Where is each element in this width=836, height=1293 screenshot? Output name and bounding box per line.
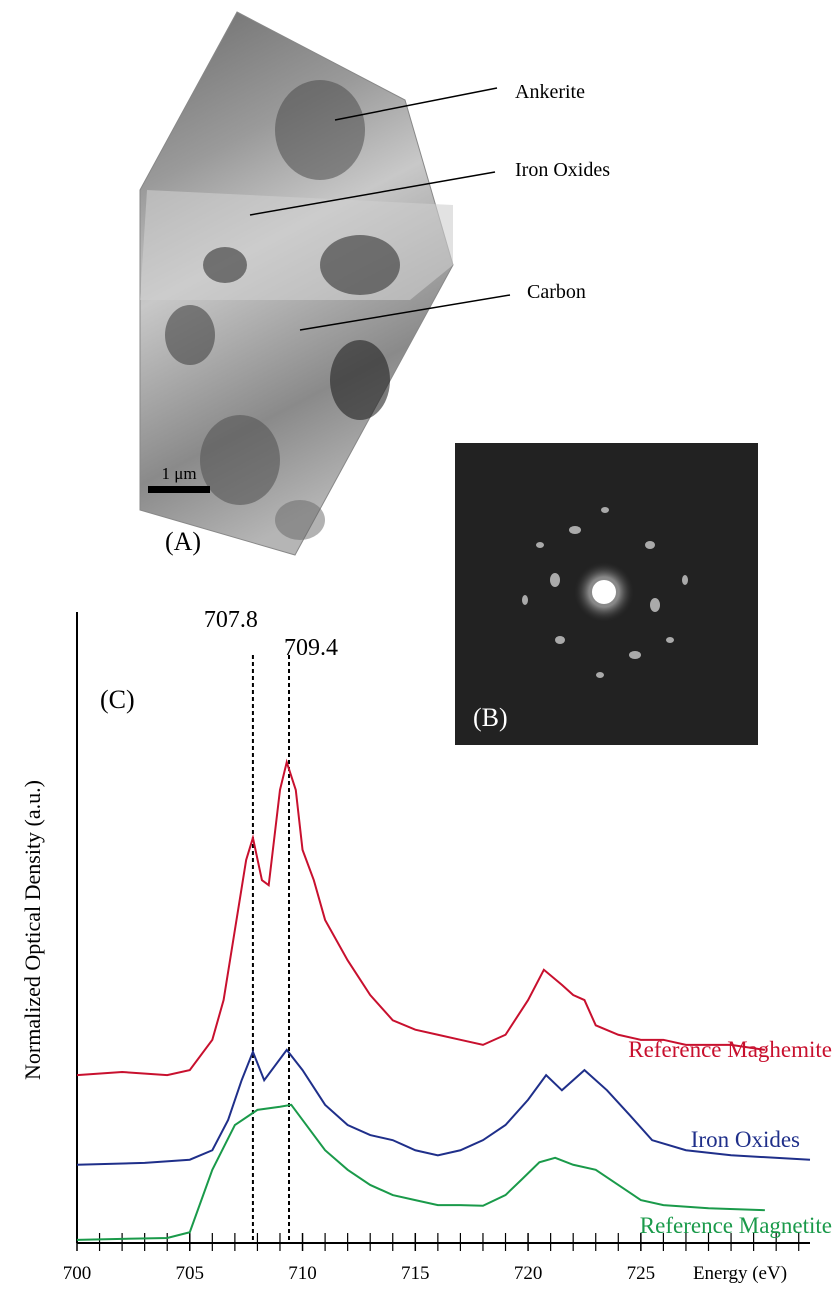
reference-line-label: 707.8 — [204, 607, 258, 633]
series-line — [76, 1103, 765, 1241]
series-label: Iron Oxides — [691, 1127, 800, 1152]
x-tick-label: 710 — [288, 1263, 317, 1284]
panel-label: (A) — [165, 527, 201, 556]
reference-line-label: 709.4 — [284, 635, 338, 661]
x-tick-label: 725 — [627, 1263, 656, 1284]
scale-bar-label: 1 μm — [161, 464, 196, 483]
y-axis-label: Normalized Optical Density (a.u.) — [20, 780, 45, 1080]
annotation: Iron Oxides — [515, 159, 610, 181]
annotation: Ankerite — [515, 81, 585, 103]
annotation: Carbon — [527, 281, 586, 303]
x-tick-label: 700 — [63, 1263, 92, 1284]
x-tick-label: 715 — [401, 1263, 430, 1284]
series-label: Reference Maghemite — [628, 1037, 832, 1062]
series-label: Reference Magnetite — [640, 1213, 832, 1238]
panel-label: (B) — [473, 703, 508, 732]
x-tick-label: 705 — [176, 1263, 205, 1284]
series-line — [76, 1048, 811, 1166]
panel-label: (C) — [100, 685, 135, 714]
panel-a-image — [139, 11, 511, 556]
panel-b-image — [455, 443, 758, 745]
series-line — [76, 758, 766, 1077]
x-axis-label: Energy (eV) — [693, 1263, 787, 1284]
x-tick-label: 720 — [514, 1263, 543, 1284]
